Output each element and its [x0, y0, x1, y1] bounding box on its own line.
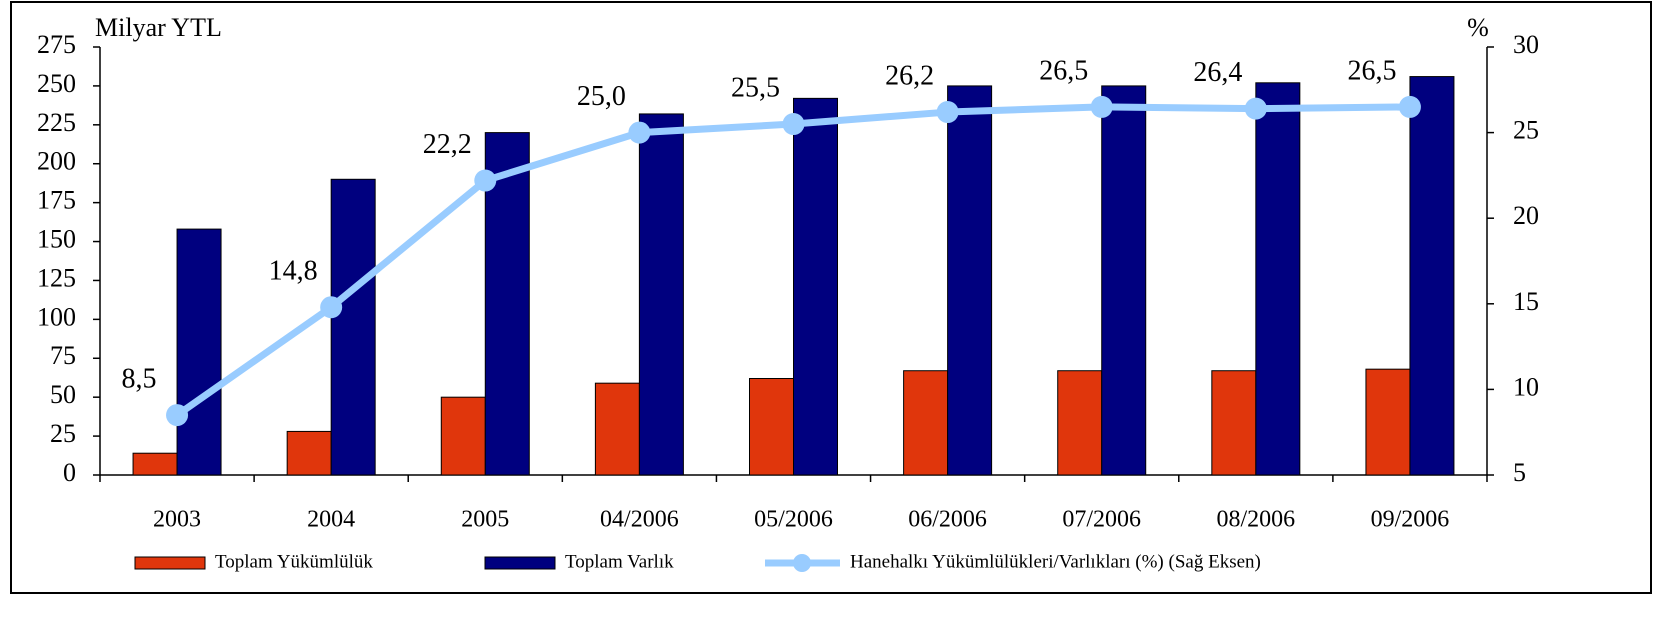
- bar: [440, 396, 486, 476]
- bar: [947, 85, 993, 476]
- y2-tick-label: 10: [1513, 372, 1539, 401]
- value-label: 22,2: [423, 129, 472, 160]
- y2-tick-label: 20: [1513, 201, 1539, 230]
- x-tick-label: 06/2006: [908, 507, 987, 533]
- x-tick-label: 2005: [461, 507, 509, 533]
- bar: [638, 113, 684, 476]
- value-label: 26,4: [1193, 57, 1242, 88]
- line-marker: [782, 113, 805, 136]
- y2-tick-label: 30: [1513, 30, 1539, 59]
- bar: [484, 132, 530, 476]
- y-axis-label: Milyar YTL: [95, 13, 222, 42]
- bar: [1057, 370, 1103, 476]
- y-tick-label: 225: [37, 108, 76, 137]
- y2-tick-label: 15: [1513, 287, 1539, 316]
- y-tick-label: 0: [63, 458, 76, 487]
- y-tick-label: 100: [37, 302, 76, 331]
- legend-swatch: [134, 556, 206, 570]
- value-label: 25,0: [577, 81, 626, 112]
- value-label: 26,5: [1347, 55, 1396, 86]
- line-marker: [628, 121, 651, 144]
- legend-label: Toplam Yükümlülük: [215, 551, 373, 572]
- line-marker: [166, 404, 189, 427]
- value-label: 25,5: [731, 72, 780, 103]
- value-label: 8,5: [122, 364, 157, 395]
- legend-swatch: [484, 556, 556, 570]
- line-marker: [936, 101, 959, 124]
- y-tick-label: 200: [37, 147, 76, 176]
- bar: [903, 370, 949, 476]
- value-label: 26,2: [885, 60, 934, 91]
- bar: [1101, 85, 1147, 476]
- x-tick-label: 2004: [307, 507, 355, 533]
- line-marker: [1398, 95, 1421, 118]
- x-tick-label: 05/2006: [754, 507, 833, 533]
- bar: [749, 378, 794, 476]
- frame: [10, 1, 1652, 594]
- value-label: 14,8: [269, 256, 318, 287]
- line-marker: [474, 169, 497, 192]
- x-tick-label: 09/2006: [1371, 507, 1450, 533]
- value-label: 26,5: [1039, 55, 1088, 86]
- y-tick-label: 25: [50, 419, 76, 448]
- y-tick-label: 175: [37, 186, 76, 215]
- bar: [330, 178, 376, 476]
- x-tick-label: 08/2006: [1216, 507, 1295, 533]
- bar: [793, 97, 838, 476]
- legend-marker: [793, 554, 811, 572]
- y2-tick-label: 25: [1513, 116, 1539, 145]
- y2-axis-label: %: [1467, 13, 1489, 42]
- y-tick-label: 275: [37, 30, 76, 59]
- bar: [1211, 370, 1257, 476]
- bar: [1255, 82, 1301, 476]
- bar: [176, 228, 222, 476]
- x-tick-label: 2003: [153, 507, 201, 533]
- y-tick-label: 50: [50, 380, 76, 409]
- bar: [132, 452, 178, 476]
- bar: [286, 430, 332, 476]
- x-tick-label: 07/2006: [1062, 507, 1141, 533]
- bar: [594, 382, 640, 476]
- y-tick-label: 75: [50, 341, 76, 370]
- y-tick-label: 125: [37, 263, 76, 292]
- x-tick-label: 04/2006: [600, 507, 679, 533]
- legend-label: Toplam Varlık: [565, 551, 674, 572]
- legend-label: Hanehalkı Yükümlülükleri/Varlıkları (%) …: [850, 551, 1261, 572]
- bar: [1365, 368, 1411, 476]
- line-marker: [1090, 95, 1113, 118]
- y-tick-label: 250: [37, 69, 76, 98]
- y-tick-label: 150: [37, 225, 76, 254]
- bar: [1409, 76, 1455, 476]
- y2-tick-label: 5: [1513, 458, 1526, 487]
- line-marker: [320, 296, 343, 319]
- line-marker: [1244, 97, 1267, 120]
